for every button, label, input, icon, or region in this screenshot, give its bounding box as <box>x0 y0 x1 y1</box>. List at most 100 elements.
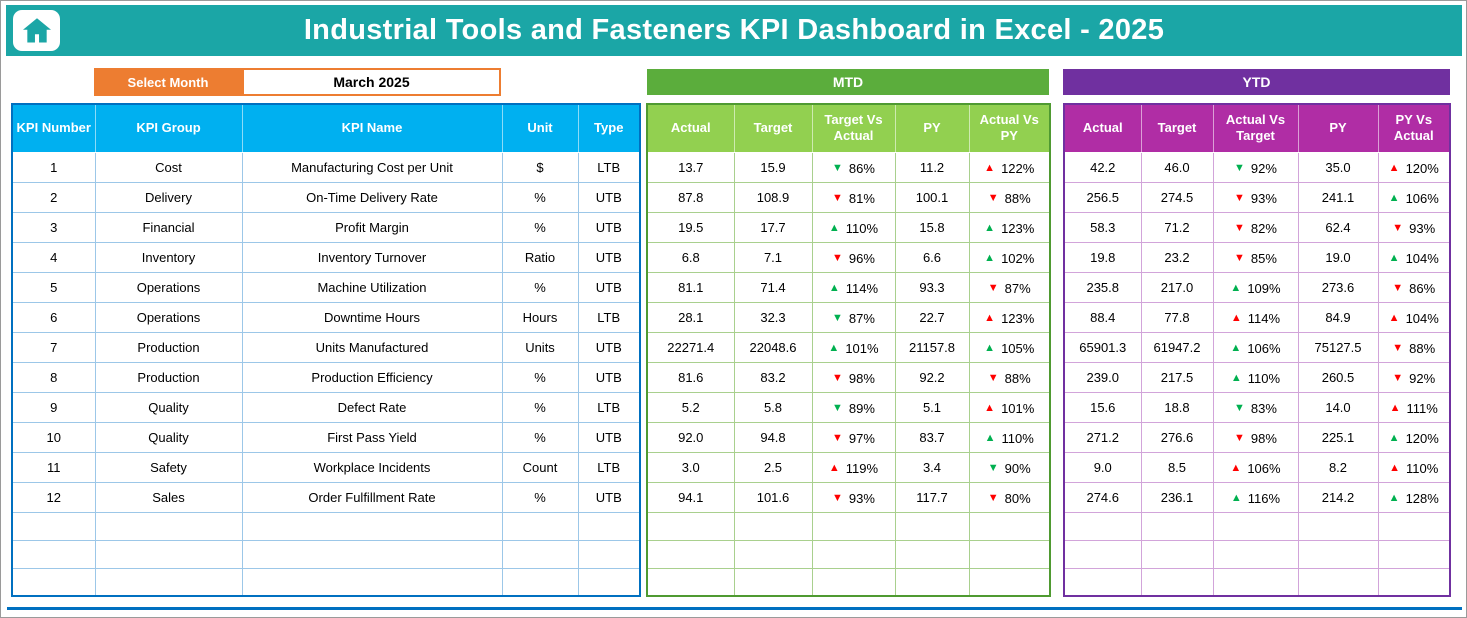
empty-cell <box>1212 539 1299 569</box>
kpi-group-cell: Inventory <box>94 241 243 273</box>
empty-cell <box>733 567 813 597</box>
empty-cell <box>811 539 896 569</box>
kpi-unit-cell: $ <box>501 151 579 183</box>
trend-down-icon: ▼ <box>1234 401 1245 414</box>
ytd-actual-vs-target-cell: ▲ 110% <box>1212 361 1299 393</box>
mtd-actual-cell: 81.6 <box>646 361 735 393</box>
kpi-type-cell: LTB <box>577 301 641 333</box>
ytd-actual-vs-target-cell: ▲ 116% <box>1212 481 1299 513</box>
ytd-table-body: 42.2 46.0 ▼ 92% 35.0 ▲ 120% 256.5 274.5 ▼ 93% 241.1… <box>1063 151 1451 597</box>
ytd-row: 9.0 8.5 ▲ 106% 8.2 ▲ 110% <box>1063 451 1451 483</box>
variance-percent: 92% <box>1250 160 1277 176</box>
kpi-info-row: 4 Inventory Inventory Turnover Ratio UTB <box>11 241 641 273</box>
kpi-info-row: 3 Financial Profit Margin% UTB <box>11 211 641 243</box>
ytd-py-cell: 14.0 <box>1297 391 1379 423</box>
col-header-ytd-actual-vs-target: Actual Vs Target <box>1212 103 1299 153</box>
ytd-py-vs-actual-cell: ▲ 128% <box>1377 481 1451 513</box>
ytd-py-vs-actual-cell: ▼ 88% <box>1377 331 1451 363</box>
trend-down-icon: ▼ <box>832 311 843 324</box>
ytd-row: 239.0 217.5 ▲ 110% 260.5 ▼ 92% <box>1063 361 1451 393</box>
col-header-mtd-py: PY <box>894 103 970 153</box>
trend-down-icon: ▼ <box>832 161 843 174</box>
ytd-actual-cell: 235.8 <box>1063 271 1142 303</box>
empty-row <box>646 539 1051 569</box>
kpi-group-cell: Operations <box>94 271 243 303</box>
trend-up-icon: ▲ <box>1388 431 1400 444</box>
variance-percent: 88% <box>1409 340 1436 356</box>
ytd-py-cell: 75127.5 <box>1297 331 1379 363</box>
variance-percent: 104% <box>1405 250 1439 266</box>
trend-down-icon: ▼ <box>987 491 999 504</box>
empty-cell <box>11 511 96 541</box>
empty-cell <box>894 511 970 541</box>
ytd-actual-vs-target-cell: ▼ 83% <box>1212 391 1299 423</box>
kpi-unit-cell: % <box>501 421 579 453</box>
empty-cell <box>1377 539 1451 569</box>
ytd-section-band: YTD <box>1063 69 1450 95</box>
kpi-unit-cell: Units <box>501 331 579 363</box>
selected-month-value[interactable]: March 2025 <box>242 68 501 96</box>
bottom-border-line <box>7 607 1462 610</box>
mtd-py-cell: 21157.8 <box>894 331 970 363</box>
mtd-actual-cell: 87.8 <box>646 181 735 213</box>
ytd-target-cell: 71.2 <box>1140 211 1214 243</box>
ytd-row: 58.3 71.2 ▼ 82% 62.4 ▼ 93% <box>1063 211 1451 243</box>
select-month-button[interactable]: Select Month <box>94 68 242 96</box>
kpi-type-cell: LTB <box>577 151 641 183</box>
ytd-actual-cell: 256.5 <box>1063 181 1142 213</box>
kpi-number-cell: 6 <box>11 301 96 333</box>
variance-percent: 102% <box>1001 250 1035 266</box>
ytd-target-cell: 236.1 <box>1140 481 1214 513</box>
empty-cell <box>241 539 503 569</box>
trend-down-icon: ▼ <box>1234 251 1245 264</box>
info-table-body: 1 Cost Manufacturing Cost per Unit $ LTB 2 Del… <box>11 151 641 597</box>
ytd-py-cell: 62.4 <box>1297 211 1379 243</box>
ytd-py-vs-actual-cell: ▲ 104% <box>1377 301 1451 333</box>
kpi-group-cell: Financial <box>94 211 243 243</box>
mtd-target-cell: 2.5 <box>733 451 813 483</box>
trend-down-icon: ▼ <box>832 371 843 384</box>
mtd-actual-cell: 22271.4 <box>646 331 735 363</box>
kpi-type-cell: LTB <box>577 391 641 423</box>
trend-up-icon: ▲ <box>1389 461 1401 474</box>
kpi-name-cell: First Pass Yield <box>241 421 503 453</box>
mtd-actual-cell: 28.1 <box>646 301 735 333</box>
empty-cell <box>1377 511 1451 541</box>
kpi-name-cell: Order Fulfillment Rate <box>241 481 503 513</box>
variance-percent: 87% <box>1004 280 1031 296</box>
ytd-actual-cell: 88.4 <box>1063 301 1142 333</box>
ytd-row: 88.4 77.8 ▲ 114% 84.9 ▲ 104% <box>1063 301 1451 333</box>
ytd-py-cell: 8.2 <box>1297 451 1379 483</box>
trend-up-icon: ▲ <box>984 311 996 324</box>
ytd-actual-vs-target-cell: ▼ 85% <box>1212 241 1299 273</box>
variance-percent: 92% <box>1409 370 1436 386</box>
mtd-py-cell: 3.4 <box>894 451 970 483</box>
variance-percent: 119% <box>845 460 879 476</box>
kpi-info-row: 11 Safety Workplace Incidents Count LTB <box>11 451 641 483</box>
ytd-row: 15.6 18.8 ▼ 83% 14.0 ▲ 111% <box>1063 391 1451 423</box>
ytd-row: 235.8 217.0 ▲ 109% 273.6 ▼ 86% <box>1063 271 1451 303</box>
mtd-actual-cell: 94.1 <box>646 481 735 513</box>
mtd-target-cell: 15.9 <box>733 151 813 183</box>
kpi-name-cell: Workplace Incidents <box>241 451 503 483</box>
ytd-py-cell: 35.0 <box>1297 151 1379 183</box>
variance-percent: 81% <box>848 190 875 206</box>
empty-cell <box>1212 567 1299 597</box>
ytd-target-cell: 18.8 <box>1140 391 1214 423</box>
kpi-group-cell: Production <box>94 331 243 363</box>
trend-up-icon: ▲ <box>828 461 840 474</box>
trend-up-icon: ▲ <box>984 431 996 444</box>
empty-cell <box>1063 567 1142 597</box>
kpi-number-cell: 8 <box>11 361 96 393</box>
kpi-number-cell: 4 <box>11 241 96 273</box>
mtd-actual-vs-py-cell: ▼ 90% <box>968 451 1051 483</box>
empty-row <box>11 511 641 541</box>
variance-percent: 89% <box>848 400 875 416</box>
variance-percent: 109% <box>1247 280 1281 296</box>
home-button[interactable] <box>13 10 60 51</box>
variance-percent: 97% <box>848 430 875 446</box>
col-header-mtd-target: Target <box>733 103 813 153</box>
empty-cell <box>501 567 579 597</box>
kpi-info-row: 7 Production Units Manufactured Units UTB <box>11 331 641 363</box>
